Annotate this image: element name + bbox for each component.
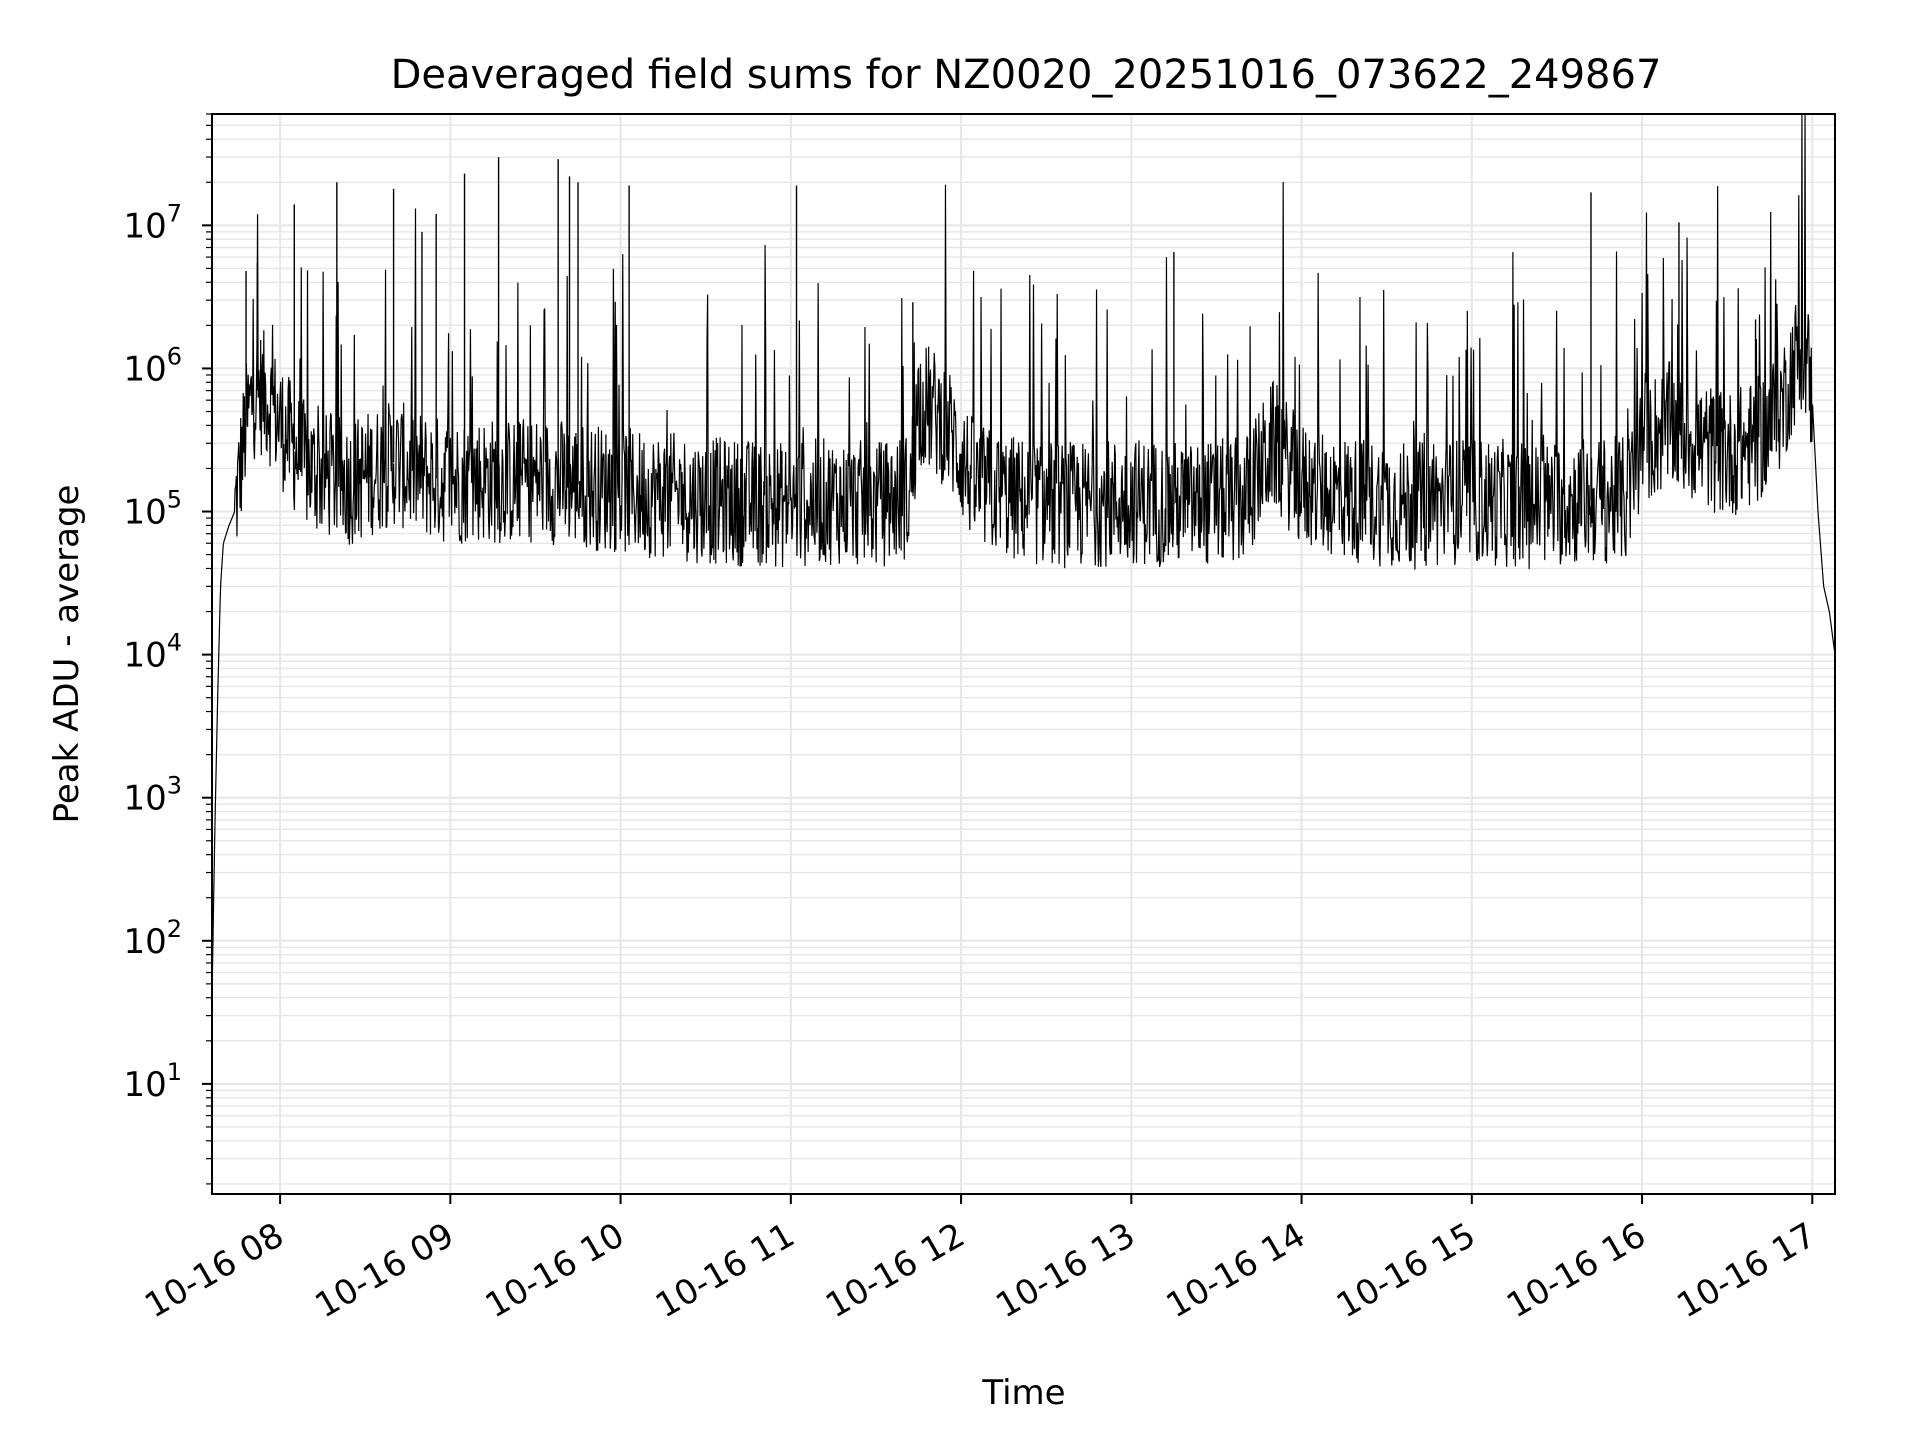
y-tick-label: 104	[123, 629, 182, 676]
y-tick-exponent: 3	[167, 772, 182, 800]
y-tick-base: 10	[123, 206, 166, 246]
y-tick-label: 106	[123, 342, 182, 389]
y-tick-label: 102	[123, 915, 182, 962]
y-tick-base: 10	[123, 636, 166, 676]
y-tick-base: 10	[123, 922, 166, 962]
data-series-line	[211, 113, 1836, 998]
y-tick-base: 10	[123, 349, 166, 389]
y-tick-base: 10	[123, 493, 166, 533]
grid	[212, 113, 1835, 1194]
y-tick-exponent: 4	[167, 629, 182, 657]
y-tick-exponent: 6	[167, 342, 182, 370]
plot-line	[211, 113, 1836, 998]
y-tick-base: 10	[123, 1065, 166, 1105]
y-tick-exponent: 1	[167, 1058, 182, 1086]
y-tick-label: 101	[123, 1058, 182, 1105]
y-tick-base: 10	[123, 779, 166, 819]
x-axis-label: Time	[981, 1373, 1065, 1413]
y-tick-label: 105	[123, 486, 182, 533]
y-tick-label: 107	[123, 199, 182, 246]
y-tick-exponent: 2	[167, 915, 182, 943]
chart-title: Deaveraged field sums for NZ0020_2025101…	[391, 52, 1662, 98]
y-tick-exponent: 7	[167, 199, 182, 227]
y-axis-label: Peak ADU - average	[47, 485, 87, 824]
y-tick-exponent: 5	[167, 486, 182, 514]
y-tick-label: 103	[123, 772, 182, 819]
